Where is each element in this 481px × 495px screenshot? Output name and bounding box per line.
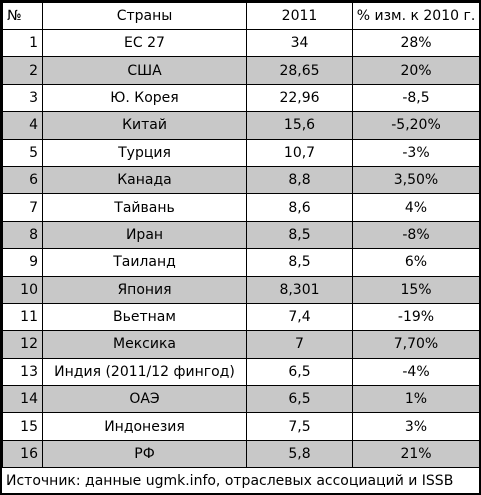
row-value: 22,96 bbox=[246, 83, 353, 113]
header-row: № Страны 2011 % изм. к 2010 г. bbox=[2, 2, 480, 30]
table-row: 16 РФ 5,8 21% bbox=[2, 439, 480, 469]
row-country: Турция bbox=[42, 138, 247, 167]
row-value: 8,5 bbox=[246, 220, 353, 250]
table-row: 12 Мексика 7 7,70% bbox=[2, 330, 480, 359]
table-row: 11 Вьетнам 7,4 -19% bbox=[2, 302, 480, 332]
row-value: 5,8 bbox=[246, 439, 353, 469]
row-number: 8 bbox=[2, 220, 43, 250]
row-country: Иран bbox=[42, 220, 247, 250]
row-value: 7,4 bbox=[246, 302, 353, 332]
row-change: 20% bbox=[352, 56, 480, 85]
row-country: Япония bbox=[42, 275, 247, 304]
row-change: -8,5 bbox=[352, 83, 480, 113]
header-year: 2011 bbox=[246, 2, 353, 30]
row-value: 8,301 bbox=[246, 275, 353, 304]
table-row: 15 Индонезия 7,5 3% bbox=[2, 412, 480, 441]
row-change: 1% bbox=[352, 385, 480, 414]
data-table: № Страны 2011 % изм. к 2010 г. 1 ЕС 27 34 2… bbox=[2, 2, 480, 469]
row-value: 6,5 bbox=[246, 385, 353, 414]
row-country: Индонезия bbox=[42, 412, 247, 441]
header-change: % изм. к 2010 г. bbox=[352, 2, 480, 30]
row-number: 13 bbox=[2, 357, 43, 387]
row-number: 11 bbox=[2, 302, 43, 332]
row-number: 5 bbox=[2, 138, 43, 167]
table-row: 13 Индия (2011/12 фингод) 6,5 -4% bbox=[2, 357, 480, 387]
row-change: 3% bbox=[352, 412, 480, 441]
row-value: 34 bbox=[246, 28, 353, 58]
row-country: Таиланд bbox=[42, 248, 247, 277]
row-number: 14 bbox=[2, 385, 43, 414]
row-country: США bbox=[42, 56, 247, 85]
row-country: Тайвань bbox=[42, 193, 247, 222]
row-country: Китай bbox=[42, 111, 247, 140]
row-change: -3% bbox=[352, 138, 480, 167]
row-number: 4 bbox=[2, 111, 43, 140]
row-country: Индия (2011/12 фингод) bbox=[42, 357, 247, 387]
row-number: 9 bbox=[2, 248, 43, 277]
row-change: 21% bbox=[352, 439, 480, 469]
row-value: 8,6 bbox=[246, 193, 353, 222]
row-value: 7 bbox=[246, 330, 353, 359]
table-body: 1 ЕС 27 34 28% 2 США 28,65 20% 3 Ю. Корея 22,96 -8,… bbox=[2, 28, 480, 469]
row-value: 6,5 bbox=[246, 357, 353, 387]
row-change: 6% bbox=[352, 248, 480, 277]
row-country: ОАЭ bbox=[42, 385, 247, 414]
row-value: 7,5 bbox=[246, 412, 353, 441]
row-country: Мексика bbox=[42, 330, 247, 359]
table-row: 3 Ю. Корея 22,96 -8,5 bbox=[2, 83, 480, 113]
row-country: Вьетнам bbox=[42, 302, 247, 332]
row-number: 1 bbox=[2, 28, 43, 58]
row-change: 7,70% bbox=[352, 330, 480, 359]
row-change: -19% bbox=[352, 302, 480, 332]
row-number: 16 bbox=[2, 439, 43, 469]
row-value: 15,6 bbox=[246, 111, 353, 140]
row-change: -5,20% bbox=[352, 111, 480, 140]
row-change: 15% bbox=[352, 275, 480, 304]
table-row: 1 ЕС 27 34 28% bbox=[2, 28, 480, 58]
row-number: 15 bbox=[2, 412, 43, 441]
row-change: 3,50% bbox=[352, 165, 480, 195]
row-country: Ю. Корея bbox=[42, 83, 247, 113]
row-change: 28% bbox=[352, 28, 480, 58]
table-row: 4 Китай 15,6 -5,20% bbox=[2, 111, 480, 140]
row-country: РФ bbox=[42, 439, 247, 469]
row-value: 8,5 bbox=[246, 248, 353, 277]
table-row: 9 Таиланд 8,5 6% bbox=[2, 248, 480, 277]
table-row: 5 Турция 10,7 -3% bbox=[2, 138, 480, 167]
row-number: 7 bbox=[2, 193, 43, 222]
row-change: -8% bbox=[352, 220, 480, 250]
table-row: 7 Тайвань 8,6 4% bbox=[2, 193, 480, 222]
table-row: 2 США 28,65 20% bbox=[2, 56, 480, 85]
row-number: 6 bbox=[2, 165, 43, 195]
table-row: 10 Япония 8,301 15% bbox=[2, 275, 480, 304]
header-country: Страны bbox=[42, 2, 247, 30]
table-row: 6 Канада 8,8 3,50% bbox=[2, 165, 480, 195]
row-number: 10 bbox=[2, 275, 43, 304]
row-number: 2 bbox=[2, 56, 43, 85]
row-change: -4% bbox=[352, 357, 480, 387]
row-number: 3 bbox=[2, 83, 43, 113]
table-row: 8 Иран 8,5 -8% bbox=[2, 220, 480, 250]
row-country: ЕС 27 bbox=[42, 28, 247, 58]
row-country: Канада bbox=[42, 165, 247, 195]
source-note: Источник: данные ugmk.info, отраслевых а… bbox=[6, 473, 454, 490]
row-change: 4% bbox=[352, 193, 480, 222]
table-row: 14 ОАЭ 6,5 1% bbox=[2, 385, 480, 414]
row-value: 28,65 bbox=[246, 56, 353, 85]
row-value: 10,7 bbox=[246, 138, 353, 167]
row-number: 12 bbox=[2, 330, 43, 359]
header-num: № bbox=[2, 2, 43, 30]
row-value: 8,8 bbox=[246, 165, 353, 195]
